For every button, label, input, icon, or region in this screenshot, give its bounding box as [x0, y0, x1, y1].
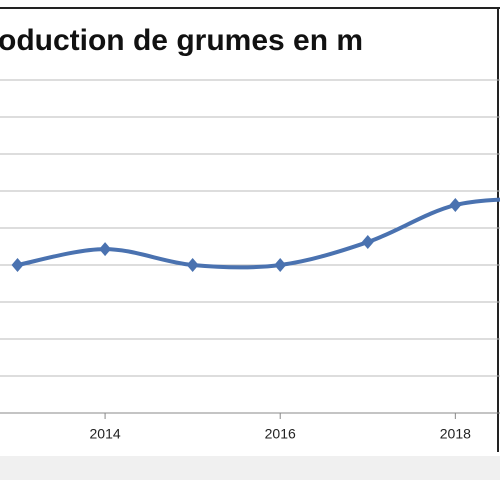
chart-title: oduction de grumes en m [0, 24, 363, 57]
x-tick-label: 2016 [265, 426, 296, 442]
footer-band [0, 456, 500, 480]
point-marker [361, 235, 374, 250]
point-marker [449, 198, 462, 213]
point-marker [99, 242, 112, 257]
point-marker [11, 258, 24, 272]
x-tick-label: 2018 [440, 426, 471, 442]
x-tick-label: 2014 [90, 426, 121, 442]
plot [0, 79, 500, 414]
point-marker [186, 258, 199, 272]
point-marker [274, 258, 287, 272]
